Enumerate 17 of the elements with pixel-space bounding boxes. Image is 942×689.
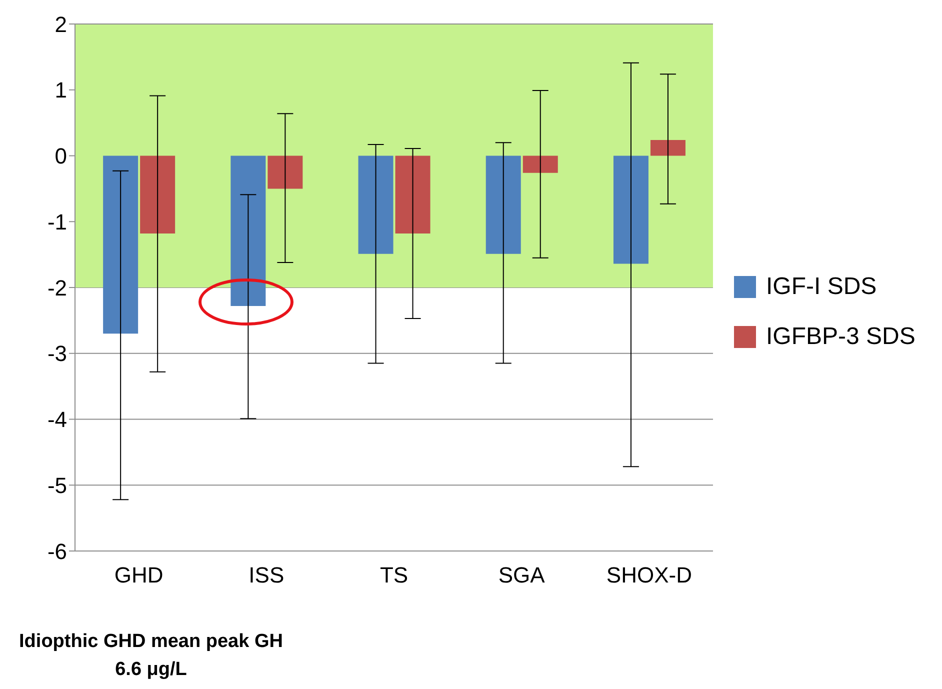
y-tick-label: -4	[47, 407, 67, 432]
legend-label: IGFBP-3 SDS	[766, 323, 916, 351]
x-tick-label: ISS	[248, 562, 284, 588]
y-tick-label: -1	[47, 209, 67, 234]
legend-label: IGF-I SDS	[766, 273, 877, 301]
y-tick-label: 2	[54, 12, 67, 37]
x-tick-label: SHOX-D	[606, 562, 692, 588]
x-tick-label: GHD	[114, 562, 164, 588]
y-tick-label: 1	[54, 78, 67, 103]
x-tick-label: SGA	[498, 562, 546, 588]
y-tick-label: -3	[47, 341, 67, 366]
x-tick-label: TS	[380, 562, 408, 588]
y-tick-label: -2	[47, 275, 67, 300]
y-tick-label: 0	[54, 144, 67, 169]
y-tick-label: -6	[47, 538, 67, 564]
text: Idiopthic GHD mean peak GH 6.6 μg/L	[18, 630, 284, 682]
y-tick-label: -5	[47, 472, 67, 498]
